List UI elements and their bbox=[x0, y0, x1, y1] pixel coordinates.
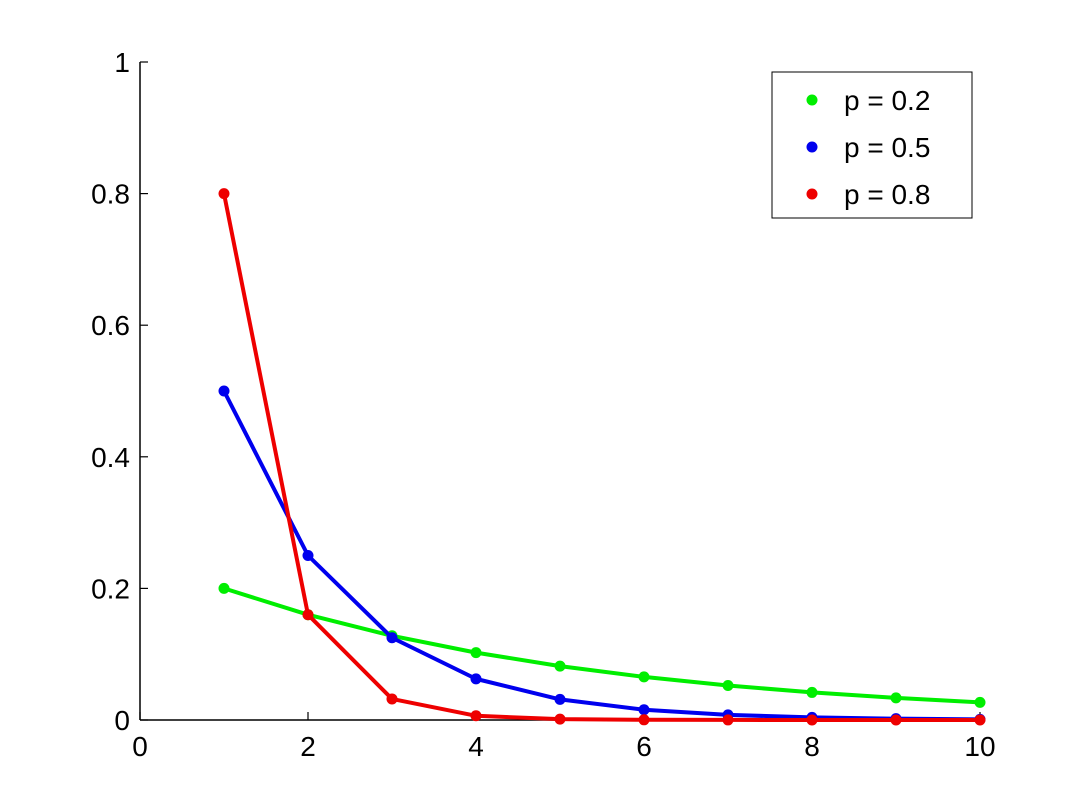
series-group bbox=[218, 582, 986, 708]
data-point bbox=[806, 714, 818, 726]
y-tick-label: 0.6 bbox=[91, 310, 130, 341]
data-point bbox=[470, 710, 482, 722]
y-tick-label: 0.2 bbox=[91, 573, 130, 604]
data-point bbox=[974, 696, 986, 708]
data-point bbox=[470, 673, 482, 685]
data-point bbox=[218, 582, 230, 594]
data-point bbox=[554, 693, 566, 705]
series-group bbox=[218, 385, 986, 725]
y-tick-label: 1 bbox=[114, 47, 130, 78]
y-tick-label: 0.4 bbox=[91, 442, 130, 473]
data-point bbox=[890, 692, 902, 704]
x-tick-label: 6 bbox=[636, 731, 652, 762]
data-point bbox=[470, 647, 482, 659]
legend-label: p = 0.2 bbox=[844, 85, 930, 116]
y-tick-label: 0.8 bbox=[91, 179, 130, 210]
data-point bbox=[974, 714, 986, 726]
legend-box bbox=[771, 71, 973, 219]
data-point bbox=[218, 188, 230, 200]
x-tick-label: 10 bbox=[964, 731, 995, 762]
series-group bbox=[218, 188, 986, 726]
legend-label: p = 0.5 bbox=[844, 132, 930, 163]
legend-marker bbox=[806, 188, 818, 200]
data-point bbox=[806, 686, 818, 698]
x-tick-label: 8 bbox=[804, 731, 820, 762]
legend-label: p = 0.8 bbox=[844, 179, 930, 210]
legend-marker bbox=[806, 94, 818, 106]
data-point bbox=[638, 714, 650, 726]
legend-marker bbox=[806, 141, 818, 153]
data-point bbox=[218, 385, 230, 397]
data-point bbox=[722, 680, 734, 692]
data-point bbox=[638, 704, 650, 716]
x-tick-label: 2 bbox=[300, 731, 316, 762]
x-tick-label: 4 bbox=[468, 731, 484, 762]
y-tick-label: 0 bbox=[114, 705, 130, 736]
data-point bbox=[302, 550, 314, 561]
data-point bbox=[302, 609, 314, 621]
data-point bbox=[554, 660, 566, 672]
data-point bbox=[554, 713, 566, 725]
legend: p = 0.2 p = 0.5 p = 0.8 bbox=[771, 71, 973, 219]
data-point bbox=[386, 693, 398, 705]
data-point bbox=[638, 671, 650, 683]
data-point bbox=[386, 632, 398, 644]
x-tick-label: 0 bbox=[132, 731, 148, 762]
series-line bbox=[222, 193, 980, 722]
data-point bbox=[890, 714, 902, 726]
axes: 0 2 4 6 8 10 0 0.2 0.4 0.6 0.8 1 bbox=[91, 47, 996, 762]
series-layer bbox=[218, 188, 986, 726]
data-point bbox=[722, 714, 734, 726]
series-line bbox=[223, 586, 981, 705]
